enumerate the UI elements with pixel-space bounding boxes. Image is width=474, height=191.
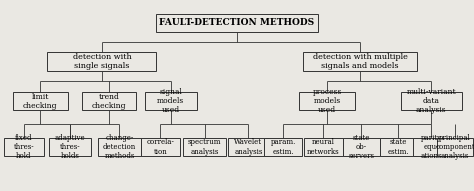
FancyBboxPatch shape (228, 138, 268, 156)
FancyBboxPatch shape (47, 52, 156, 71)
Text: detection with
single signals: detection with single signals (73, 53, 131, 70)
FancyBboxPatch shape (299, 92, 356, 110)
Text: trend
checking: trend checking (92, 93, 126, 110)
Text: limit
checking: limit checking (23, 93, 57, 110)
FancyBboxPatch shape (401, 92, 462, 110)
FancyBboxPatch shape (82, 92, 137, 110)
FancyBboxPatch shape (183, 138, 226, 156)
Text: param.
estim.: param. estim. (271, 138, 296, 156)
Text: correla-
tion: correla- tion (146, 138, 174, 156)
Text: neural
networks: neural networks (307, 138, 339, 156)
Text: change-
detection
methods: change- detection methods (103, 134, 136, 160)
Text: spectrum
analysis: spectrum analysis (188, 138, 221, 156)
FancyBboxPatch shape (141, 138, 180, 156)
FancyBboxPatch shape (145, 92, 197, 110)
FancyBboxPatch shape (13, 92, 67, 110)
Text: FAULT-DETECTION METHODS: FAULT-DETECTION METHODS (159, 18, 315, 28)
FancyBboxPatch shape (49, 138, 91, 156)
Text: Wavelet
analysis: Wavelet analysis (234, 138, 263, 156)
FancyBboxPatch shape (156, 14, 318, 32)
Text: detection with multiple
signals and models: detection with multiple signals and mode… (313, 53, 408, 70)
Text: state
estim.: state estim. (387, 138, 409, 156)
FancyBboxPatch shape (380, 138, 417, 156)
FancyBboxPatch shape (303, 52, 417, 71)
FancyBboxPatch shape (437, 138, 473, 156)
FancyBboxPatch shape (264, 138, 302, 156)
Text: fixed
thres-
hold: fixed thres- hold (13, 134, 34, 160)
FancyBboxPatch shape (3, 138, 44, 156)
Text: process
models
used: process models used (312, 88, 342, 114)
Text: parity
equ-
ations: parity equ- ations (420, 134, 442, 160)
Text: signal
models
used: signal models used (157, 88, 184, 114)
Text: adaptive
thres-
holds: adaptive thres- holds (55, 134, 85, 160)
Text: state
ob-
servers: state ob- servers (348, 134, 374, 160)
Text: multi-variant
data
analysis: multi-variant data analysis (407, 88, 456, 114)
FancyBboxPatch shape (343, 138, 380, 156)
FancyBboxPatch shape (413, 138, 450, 156)
Text: principal
component
analysis: principal component analysis (435, 134, 474, 160)
FancyBboxPatch shape (98, 138, 141, 156)
FancyBboxPatch shape (304, 138, 343, 156)
